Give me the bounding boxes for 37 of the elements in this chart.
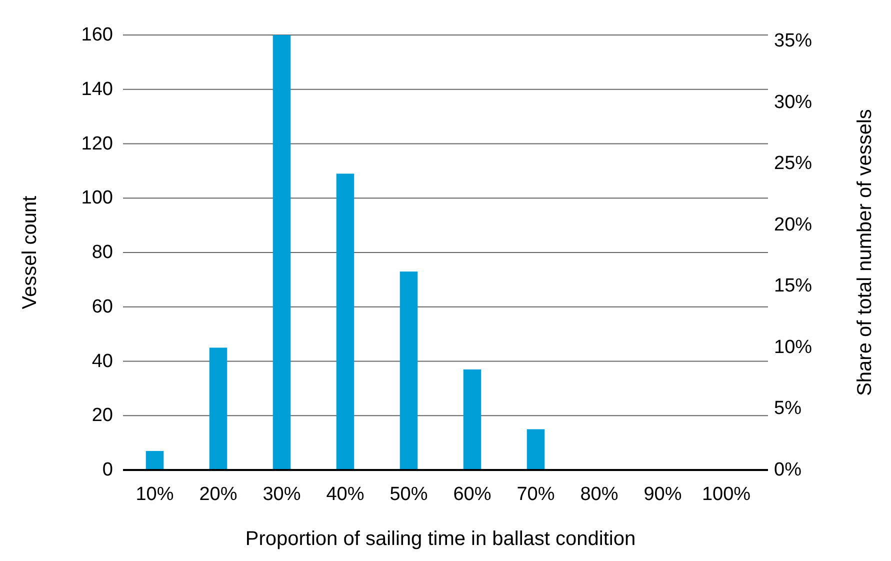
bar (336, 174, 354, 470)
x-tick-label: 40% (326, 484, 364, 505)
y2-tick-label: 15% (774, 276, 812, 297)
y-tick-label: 120 (81, 133, 113, 154)
bar (400, 272, 418, 470)
y-tick-label: 40 (92, 350, 113, 372)
bar (272, 35, 291, 470)
y-tick-label: 160 (81, 24, 113, 46)
y-tick-label: 20 (92, 405, 113, 426)
y2-tick-label: 20% (774, 214, 812, 236)
x-tick-label: 60% (453, 484, 492, 505)
y2-tick-label: 25% (774, 153, 812, 174)
y-tick-label: 60 (92, 296, 113, 318)
x-tick-label: 80% (580, 484, 618, 505)
y-tick-label: 0 (102, 460, 113, 480)
y-tick-label: 140 (81, 78, 113, 100)
x-tick-label: 100% (702, 484, 751, 505)
bar (526, 429, 545, 470)
y2-tick-label: 30% (774, 92, 812, 113)
y-axis-title: Vessel count (19, 195, 41, 310)
x-tick-label: 90% (644, 484, 682, 505)
y2-tick-label: 35% (774, 30, 812, 52)
bar (463, 369, 482, 470)
x-tick-label: 30% (262, 484, 301, 505)
x-axis-title: Proportion of sailing time in ballast condition (245, 528, 636, 550)
x-tick-label: 10% (136, 484, 174, 505)
x-tick-label: 70% (516, 484, 555, 505)
y2-tick-label: 10% (774, 336, 812, 358)
x-tick-label: 50% (390, 484, 428, 505)
y2-tick-label: 0% (774, 460, 802, 480)
y2-tick-label: 5% (774, 398, 802, 420)
x-tick-label: 20% (199, 484, 238, 505)
bar (209, 348, 228, 470)
y-tick-label: 80 (92, 242, 113, 263)
bar (146, 450, 164, 470)
y-tick-label: 100 (81, 188, 113, 209)
y2-axis-title: Share of total number of vessels (854, 109, 876, 396)
